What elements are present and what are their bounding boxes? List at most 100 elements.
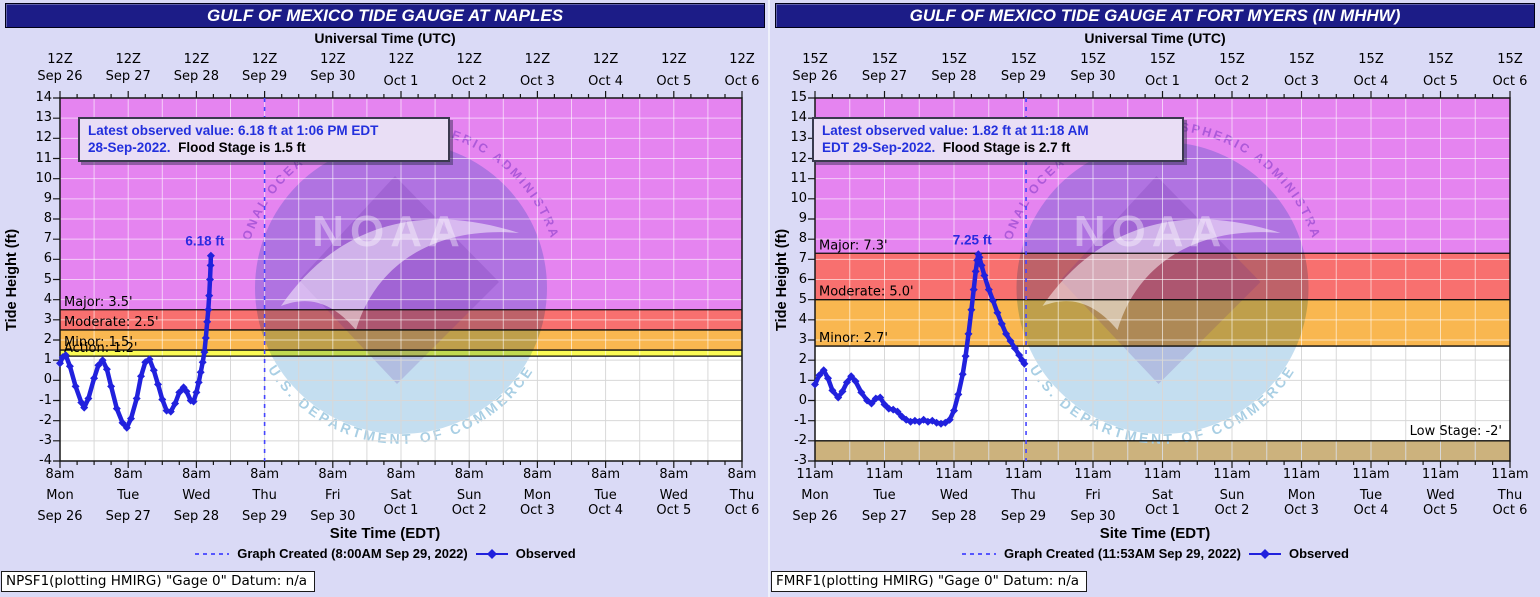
bottom-axis-title: Site Time (EDT) bbox=[329, 525, 441, 542]
bottom-tick-time-label: 11am bbox=[1143, 467, 1182, 482]
bottom-tick-day-label: Mon bbox=[46, 488, 74, 503]
top-tick-date-label: Sep 29 bbox=[242, 69, 288, 84]
y-tick-label: 11 bbox=[790, 170, 807, 186]
top-tick-time-label: 15Z bbox=[1427, 52, 1454, 67]
noaa-seagull-icon bbox=[281, 219, 519, 330]
panel-title: GULF OF MEXICO TIDE GAUGE AT NAPLES bbox=[206, 6, 564, 25]
panel-title-bar: GULF OF MEXICO TIDE GAUGE AT FORT MYERS … bbox=[775, 3, 1535, 28]
bottom-tick-time-label: 11am bbox=[865, 467, 904, 482]
bottom-tick-time-label: 11am bbox=[1352, 467, 1390, 482]
top-tick-date-label: Sep 30 bbox=[1070, 69, 1116, 84]
y-tick-label: 4 bbox=[798, 311, 807, 327]
y-tick-label: 14 bbox=[790, 110, 807, 126]
bottom-tick-time-label: 11am bbox=[1004, 467, 1043, 482]
y-tick-label: 14 bbox=[35, 90, 52, 105]
top-tick-time-label: 15Z bbox=[1219, 52, 1245, 67]
top-tick-time-label: 12Z bbox=[592, 52, 619, 67]
top-tick-date-label: Oct 4 bbox=[588, 74, 624, 89]
peak-value-annotation: 6.18 ft bbox=[185, 234, 225, 249]
bottom-tick-time-label: 8am bbox=[454, 467, 484, 482]
bottom-tick-day-label: Tue bbox=[117, 488, 140, 503]
info-line2: EDT 29-Sep-2022. Flood Stage is 2.7 ft bbox=[822, 140, 1071, 155]
bottom-tick-day-label: Wed bbox=[1426, 488, 1455, 503]
top-axis-title: Universal Time (UTC) bbox=[1084, 30, 1226, 46]
bottom-tick-day-label: Wed bbox=[939, 488, 969, 503]
bottom-tick-date-label: Oct 1 bbox=[1145, 503, 1180, 518]
latest-observed-info-box: Latest observed value: 1.82 ft at 11:18 … bbox=[812, 117, 1184, 162]
bottom-tick-date-label: Sep 28 bbox=[173, 509, 219, 524]
legend-dashed-line-sample bbox=[195, 552, 230, 555]
bottom-axis-title: Site Time (EDT) bbox=[1099, 525, 1211, 542]
y-tick-label: 13 bbox=[35, 110, 52, 126]
legend-observed-label: Observed bbox=[1289, 546, 1349, 561]
bottom-tick-date-label: Oct 4 bbox=[588, 503, 624, 518]
top-tick-date-label: Sep 30 bbox=[310, 69, 356, 84]
bottom-tick-day-label: Tue bbox=[873, 488, 896, 503]
flood-band-label: Minor: 1.5' bbox=[64, 335, 133, 350]
y-tick-label: 6 bbox=[798, 271, 807, 287]
top-tick-time-label: 15Z bbox=[1010, 52, 1037, 67]
y-tick-label: 3 bbox=[43, 311, 52, 327]
bottom-tick-day-label: Sat bbox=[1151, 488, 1174, 503]
top-tick-time-label: 15Z bbox=[1149, 52, 1176, 67]
top-tick-date-label: Oct 5 bbox=[656, 74, 692, 89]
flood-band-label: Major: 7.3' bbox=[819, 238, 888, 253]
top-tick-time-label: 12Z bbox=[183, 52, 210, 67]
bottom-tick-date-label: Oct 5 bbox=[1423, 503, 1458, 518]
bottom-tick-time-label: 8am bbox=[727, 467, 757, 482]
y-tick-label: -3 bbox=[39, 432, 52, 448]
y-tick-label: -4 bbox=[39, 453, 52, 468]
y-tick-label: 4 bbox=[43, 291, 52, 307]
legend-created-label: Graph Created (11:53AM Sep 29, 2022) bbox=[1004, 546, 1241, 561]
bottom-tick-day-label: Thu bbox=[729, 488, 755, 503]
legend-created-label: Graph Created (8:00AM Sep 29, 2022) bbox=[237, 546, 468, 561]
bottom-tick-time-label: 8am bbox=[591, 467, 621, 482]
bottom-tick-time-label: 8am bbox=[386, 467, 416, 482]
y-tick-label: -1 bbox=[39, 392, 52, 408]
top-tick-time-label: 12Z bbox=[456, 52, 482, 67]
y-tick-label: -1 bbox=[794, 412, 807, 428]
y-tick-label: 9 bbox=[43, 190, 52, 206]
top-axis-title: Universal Time (UTC) bbox=[314, 30, 456, 46]
bottom-tick-day-label: Tue bbox=[594, 488, 617, 503]
y-tick-label: -2 bbox=[39, 412, 52, 428]
info-line1: Latest observed value: 6.18 ft at 1:06 P… bbox=[88, 123, 379, 138]
tide-gauge-panel-fort-myers: GULF OF MEXICO TIDE GAUGE AT FORT MYERS … bbox=[770, 0, 1540, 597]
legend-observed-line-sample bbox=[475, 548, 508, 559]
y-tick-label: 5 bbox=[43, 271, 52, 287]
chart-legend: Graph Created (8:00AM Sep 29, 2022) Obse… bbox=[0, 546, 770, 561]
y-tick-label: 2 bbox=[43, 332, 52, 347]
bottom-tick-day-label: Fri bbox=[1085, 488, 1101, 503]
top-tick-date-label: Sep 26 bbox=[792, 69, 838, 84]
panel-title-bar: GULF OF MEXICO TIDE GAUGE AT NAPLES bbox=[5, 3, 765, 28]
bottom-tick-day-label: Mon bbox=[801, 488, 829, 503]
peak-value-annotation: 7.25 ft bbox=[953, 232, 993, 247]
low-stage-label: Low Stage: -2' bbox=[1410, 424, 1502, 439]
y-tick-label: 10 bbox=[35, 170, 52, 186]
bottom-tick-date-label: Oct 3 bbox=[1284, 503, 1319, 518]
top-tick-date-label: Sep 27 bbox=[105, 69, 151, 84]
info-line1: Latest observed value: 1.82 ft at 11:18 … bbox=[822, 123, 1089, 138]
station-note: NPSF1(plotting HMIRG) "Gage 0" Datum: n/… bbox=[1, 571, 316, 592]
info-line2: 28-Sep-2022. Flood Stage is 1.5 ft bbox=[88, 140, 306, 155]
bottom-tick-day-label: Sun bbox=[1219, 488, 1245, 503]
top-tick-date-label: Oct 2 bbox=[451, 74, 487, 89]
y-tick-label: 7 bbox=[43, 231, 52, 247]
panel-title: GULF OF MEXICO TIDE GAUGE AT FORT MYERS … bbox=[909, 6, 1401, 25]
top-tick-date-label: Sep 26 bbox=[37, 69, 83, 84]
y-tick-label: 10 bbox=[790, 190, 807, 206]
bottom-tick-day-label: Thu bbox=[252, 488, 277, 503]
top-tick-date-label: Oct 3 bbox=[1284, 74, 1319, 89]
flood-band-label: Minor: 2.7' bbox=[819, 331, 888, 346]
bottom-tick-time-label: 8am bbox=[659, 467, 689, 482]
bottom-tick-day-label: Fri bbox=[325, 488, 341, 503]
y-tick-label: 8 bbox=[43, 211, 52, 226]
bottom-tick-day-label: Thu bbox=[1497, 488, 1523, 503]
top-tick-date-label: Oct 1 bbox=[383, 74, 419, 89]
y-tick-label: 13 bbox=[790, 130, 807, 146]
bottom-tick-date-label: Sep 29 bbox=[242, 509, 288, 524]
flood-band-label: Major: 3.5' bbox=[64, 295, 133, 310]
top-tick-time-label: 15Z bbox=[1358, 52, 1384, 67]
y-tick-label: 5 bbox=[798, 291, 807, 307]
